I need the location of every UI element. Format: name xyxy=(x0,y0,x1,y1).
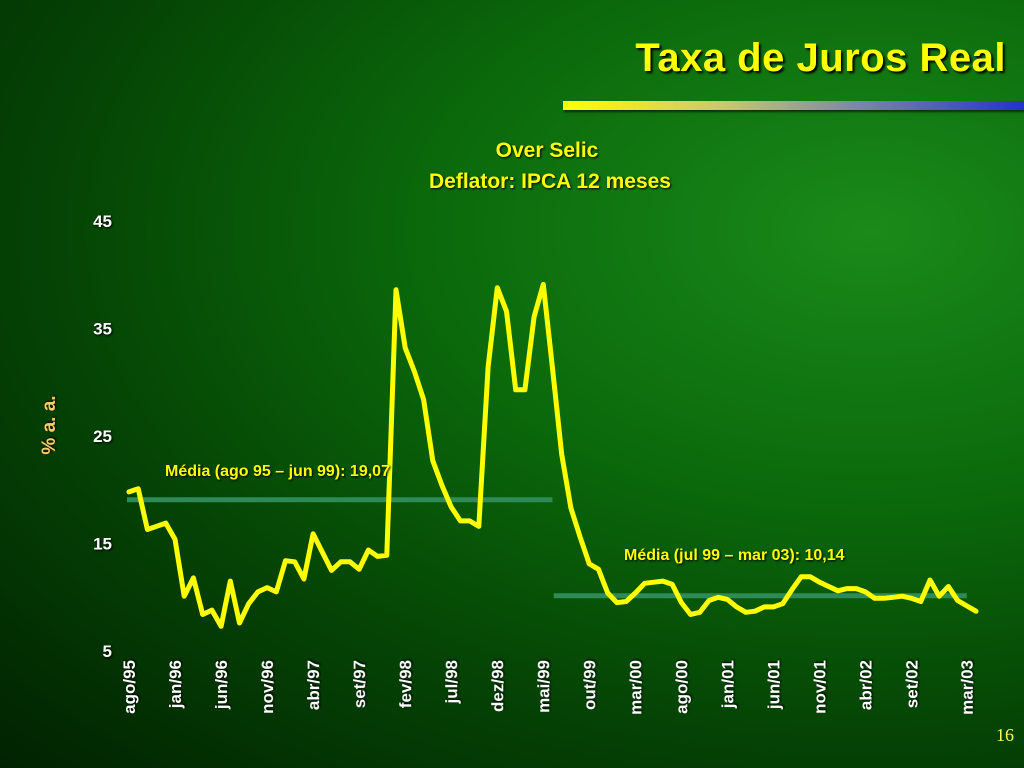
y-tick-label: 15 xyxy=(93,535,112,554)
x-tick-label: abr/97 xyxy=(304,660,323,710)
x-tick-label: nov/01 xyxy=(810,660,829,714)
series-line xyxy=(126,281,979,629)
y-tick-label: 25 xyxy=(93,427,112,446)
x-axis-ticks: ago/95 jan/96 jun/96 nov/96 abr/97 set/97 fev/… xyxy=(120,660,977,715)
y-tick-label: 5 xyxy=(103,642,112,661)
x-tick-label: ago/95 xyxy=(120,660,139,714)
x-tick-label: dez/98 xyxy=(488,660,507,712)
x-tick-label: mar/03 xyxy=(958,660,977,715)
x-tick-label: fev/98 xyxy=(396,660,415,708)
series-group xyxy=(126,281,979,629)
slide-number: 16 xyxy=(996,725,1014,745)
chart-subtitle-line-1: Over Selic xyxy=(496,139,599,162)
x-tick-label: jan/01 xyxy=(718,660,737,709)
y-tick-label: 35 xyxy=(93,320,112,339)
x-tick-label: mar/00 xyxy=(626,660,645,715)
x-tick-label: set/97 xyxy=(350,660,369,708)
y-tick-label: 45 xyxy=(93,212,112,231)
mean-annotation: Média (ago 95 – jun 99): 19,07 xyxy=(165,463,390,480)
x-tick-label: jan/96 xyxy=(166,660,185,709)
y-axis-ticks: 5 15 25 35 45 xyxy=(93,212,112,661)
slide-title: Taxa de Juros Real xyxy=(635,36,1006,80)
x-tick-label: jun/01 xyxy=(764,660,783,710)
mean-annotation: Média (jul 99 – mar 03): 10,14 xyxy=(624,547,845,564)
x-tick-label: out/99 xyxy=(580,660,599,710)
x-tick-label: jun/96 xyxy=(212,660,231,710)
x-tick-label: jul/98 xyxy=(442,660,461,704)
chart-subtitle-line-2: Deflator: IPCA 12 meses xyxy=(429,170,671,193)
x-tick-label: set/02 xyxy=(903,660,922,708)
annotations: Média (ago 95 – jun 99): 19,07 Média (jul… xyxy=(165,463,845,564)
y-axis-label: % a. a. xyxy=(39,395,60,454)
x-tick-label: abr/02 xyxy=(857,660,876,710)
x-tick-label: ago/00 xyxy=(672,660,691,714)
title-underline xyxy=(563,101,1024,110)
x-tick-label: mai/99 xyxy=(534,660,553,713)
x-tick-label: nov/96 xyxy=(258,660,277,714)
